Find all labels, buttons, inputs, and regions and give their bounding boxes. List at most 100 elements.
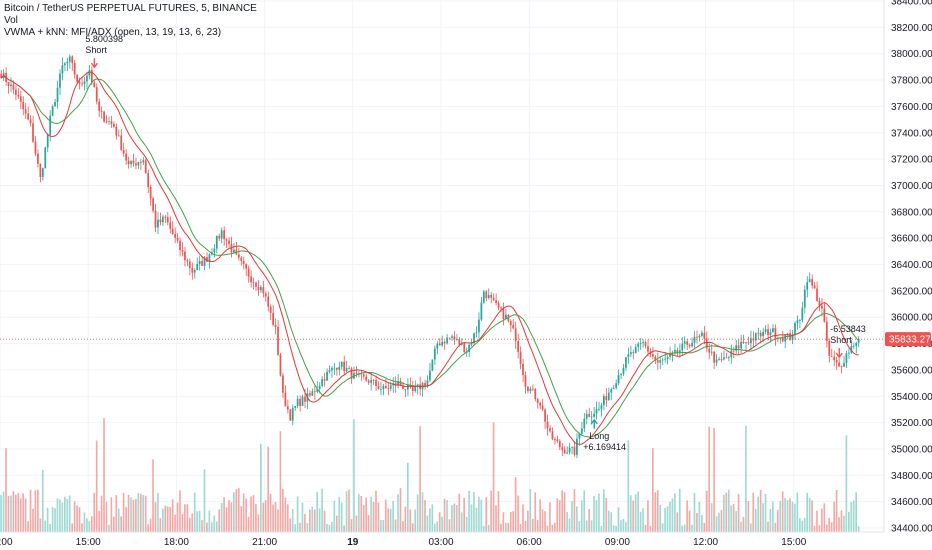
volume-bar bbox=[762, 503, 764, 532]
candle-body bbox=[245, 264, 248, 269]
volume-bar bbox=[345, 491, 348, 532]
volume-bar bbox=[818, 525, 821, 532]
candle-body bbox=[171, 228, 174, 235]
candle-body bbox=[750, 338, 752, 344]
volume-bar bbox=[490, 490, 492, 532]
candle-body bbox=[81, 83, 83, 85]
volume-bar bbox=[571, 501, 573, 532]
candle-body bbox=[470, 342, 473, 345]
volume-bar bbox=[522, 504, 524, 532]
candle-body bbox=[754, 333, 757, 341]
candle-body bbox=[247, 268, 250, 277]
time-axis[interactable]: 12:00 15:00 18:00 21:00 19 03:00 06:00 09:00 12:… bbox=[0, 537, 807, 548]
volume-bar bbox=[615, 525, 617, 532]
candle-body bbox=[66, 61, 69, 64]
volume-bar bbox=[19, 498, 22, 532]
candle-body bbox=[774, 328, 777, 339]
candle-body bbox=[348, 368, 350, 369]
candle-body bbox=[448, 337, 451, 339]
candle-body bbox=[125, 153, 127, 161]
candle-body bbox=[642, 342, 644, 343]
symbol-title[interactable]: Bitcoin / TetherUS PERPETUAL FUTURES, 5,… bbox=[4, 3, 257, 14]
indicator-legend[interactable]: VWMA + kNN: MFI/ADX (open, 13, 19, 13, 6… bbox=[4, 27, 221, 38]
candle-body bbox=[115, 126, 118, 136]
volume-bar bbox=[24, 498, 27, 532]
candle-body bbox=[49, 115, 52, 135]
candle-body bbox=[825, 321, 828, 341]
volume-bar bbox=[757, 496, 759, 532]
candle-body bbox=[316, 388, 319, 392]
time-tick-label: 15:00 bbox=[781, 537, 806, 548]
volume-bar bbox=[181, 513, 184, 532]
volume-bar bbox=[808, 497, 811, 532]
candle-body bbox=[304, 396, 306, 402]
candle-body bbox=[794, 322, 796, 335]
candle-body bbox=[818, 300, 821, 306]
volume-bar bbox=[705, 490, 708, 532]
candle-body bbox=[83, 81, 86, 84]
volume-bar bbox=[338, 497, 341, 532]
volume-bar bbox=[228, 499, 230, 532]
candle-body bbox=[250, 276, 252, 283]
candle-body bbox=[816, 288, 818, 301]
volume-bar bbox=[507, 522, 510, 532]
candle-body bbox=[184, 251, 186, 261]
candle-body bbox=[318, 385, 321, 389]
candle-body bbox=[669, 354, 671, 357]
volume-bar bbox=[397, 494, 399, 532]
candle-body bbox=[801, 307, 804, 321]
candle-body bbox=[806, 282, 809, 290]
candle-body bbox=[556, 439, 559, 442]
volume-bar bbox=[144, 495, 147, 532]
volume-bar bbox=[78, 507, 81, 532]
candle-body bbox=[671, 353, 674, 355]
volume-bar bbox=[683, 524, 686, 532]
candle-body bbox=[338, 366, 341, 370]
candle-body bbox=[468, 344, 470, 352]
volume-bar bbox=[98, 510, 100, 532]
volume-bar bbox=[460, 512, 463, 532]
candle-body bbox=[269, 306, 272, 313]
candle-body bbox=[603, 396, 605, 406]
volume-bar bbox=[318, 508, 321, 532]
candle-body bbox=[22, 101, 25, 110]
candle-body bbox=[730, 350, 733, 358]
candle-body bbox=[725, 357, 728, 359]
candle-body bbox=[424, 383, 426, 386]
volume-bar bbox=[27, 521, 29, 532]
volume-legend[interactable]: Vol bbox=[4, 15, 18, 26]
volume-bar bbox=[835, 490, 838, 532]
volume-bar bbox=[784, 497, 786, 532]
candle-body bbox=[683, 341, 686, 344]
candle-body bbox=[113, 123, 115, 127]
candle-body bbox=[88, 70, 91, 76]
candle-body bbox=[659, 360, 662, 363]
volume-bar bbox=[260, 443, 262, 532]
volume-bar bbox=[191, 513, 194, 532]
price-axis[interactable]: 38400.00 38200.00 38000.00 37800.00 37600.00… bbox=[891, 0, 932, 535]
volume-bar bbox=[605, 498, 608, 532]
volume-bar bbox=[66, 498, 69, 532]
volume-bar bbox=[845, 435, 848, 532]
candle-body bbox=[558, 441, 561, 448]
candle-body bbox=[779, 337, 782, 339]
candle-body bbox=[147, 172, 150, 187]
price-tick-label: 37000.00 bbox=[891, 181, 932, 192]
volume-bar bbox=[752, 492, 755, 532]
volume-bar bbox=[250, 496, 252, 532]
volume-bar bbox=[32, 508, 34, 532]
candle-body bbox=[676, 350, 679, 353]
candle-body bbox=[166, 217, 169, 223]
time-tick-label: 15:00 bbox=[76, 537, 101, 548]
fast-ma-line bbox=[0, 71, 859, 445]
price-tick-label: 34800.00 bbox=[891, 471, 932, 482]
candle-body bbox=[647, 346, 649, 352]
candle-body bbox=[152, 198, 154, 211]
volume-bar bbox=[698, 501, 701, 532]
candle-body bbox=[39, 163, 42, 178]
volume-bar bbox=[443, 498, 446, 532]
volume-bar bbox=[816, 510, 818, 532]
candle-body bbox=[130, 160, 132, 165]
